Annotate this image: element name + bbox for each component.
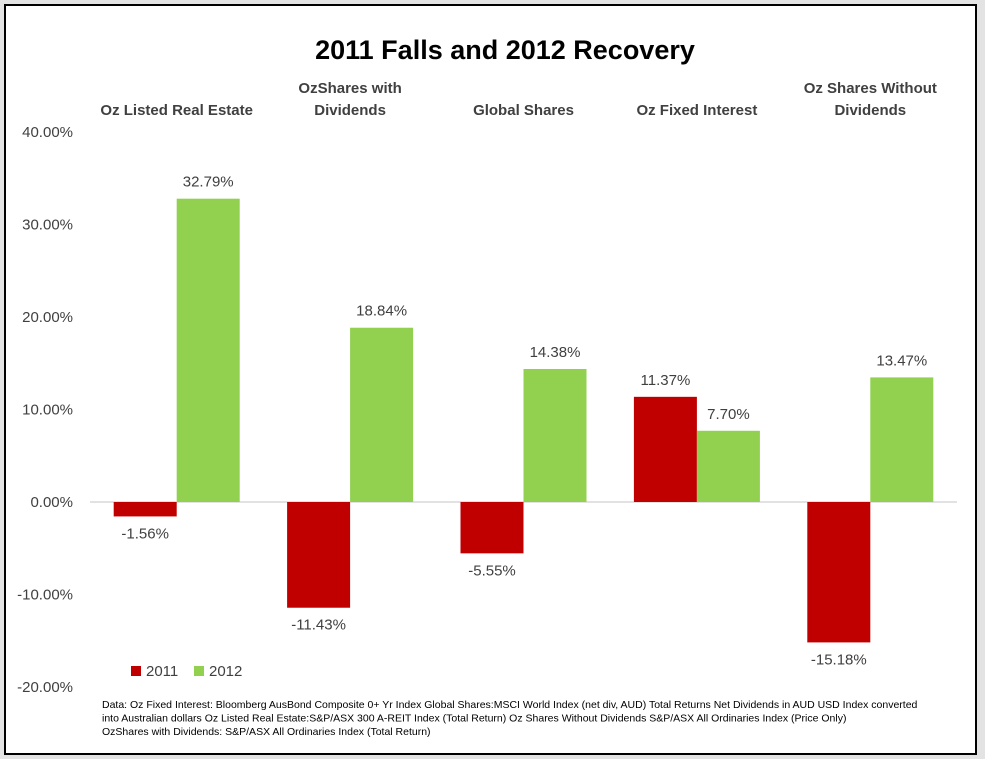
category-labels: Oz Listed Real Estate OzShares with Divide… bbox=[100, 80, 936, 119]
y-tick-label: 0.00% bbox=[30, 494, 73, 511]
chart-title: 2011 Falls and 2012 Recovery bbox=[315, 35, 695, 65]
legend-swatch bbox=[194, 666, 204, 676]
bar-2012-2[interactable] bbox=[523, 368, 587, 502]
y-tick-label: 40.00% bbox=[22, 124, 73, 141]
bar-2012-1[interactable] bbox=[350, 327, 414, 502]
footnote-line: Data: Oz Fixed Interest: Bloomberg AusBo… bbox=[102, 699, 918, 711]
footnote-line: OzShares with Dividends: S&P/ASX All Ord… bbox=[102, 726, 431, 738]
data-label: 7.70% bbox=[707, 406, 750, 423]
bar-2011-1[interactable] bbox=[287, 502, 351, 608]
data-label: 14.38% bbox=[530, 344, 581, 361]
bar-2012-3[interactable] bbox=[696, 430, 760, 502]
bar-marks bbox=[113, 198, 934, 643]
legend[interactable]: 2011 2012 bbox=[131, 663, 242, 680]
bar-2011-3[interactable] bbox=[633, 396, 697, 502]
category-label: Oz Listed Real Estate bbox=[100, 102, 253, 119]
legend-label: 2012 bbox=[209, 663, 242, 680]
data-label: -1.56% bbox=[121, 525, 169, 542]
data-label: 32.79% bbox=[183, 174, 234, 191]
category-label: Oz Fixed Interest bbox=[636, 102, 757, 119]
legend-swatch bbox=[131, 666, 141, 676]
y-tick-label: -10.00% bbox=[17, 587, 73, 604]
data-label: -15.18% bbox=[811, 651, 867, 668]
footnote-line: into Australian dollars Oz Listed Real E… bbox=[102, 713, 846, 725]
y-axis-tick-labels: 40.00% 30.00% 20.00% 10.00% 0.00% -10.00% -20.… bbox=[17, 124, 73, 696]
data-label: -5.55% bbox=[468, 562, 516, 579]
y-tick-label: -20.00% bbox=[17, 679, 73, 696]
data-labels: -1.56% -11.43% -5.55% 11.37% -15.18% 32.79% 18… bbox=[121, 174, 927, 669]
category-label: OzShares with bbox=[298, 80, 401, 97]
y-tick-label: 30.00% bbox=[22, 217, 73, 234]
bar-2012-4[interactable] bbox=[870, 377, 934, 502]
data-source-note: Data: Oz Fixed Interest: Bloomberg AusBo… bbox=[102, 699, 918, 738]
category-label: Oz Shares Without bbox=[804, 80, 937, 97]
data-label: -11.43% bbox=[291, 617, 346, 634]
bar-2011-0[interactable] bbox=[113, 502, 177, 517]
y-tick-label: 20.00% bbox=[22, 309, 73, 326]
category-label: Global Shares bbox=[473, 102, 574, 119]
category-label: Dividends bbox=[314, 102, 386, 119]
bar-2011-4[interactable] bbox=[807, 502, 871, 643]
category-label: Dividends bbox=[834, 102, 906, 119]
data-label: 18.84% bbox=[356, 303, 407, 320]
y-tick-label: 10.00% bbox=[22, 402, 73, 419]
bar-2012-0[interactable] bbox=[176, 198, 240, 502]
legend-label: 2011 bbox=[146, 663, 178, 680]
data-label: 13.47% bbox=[876, 352, 927, 369]
bar-2011-2[interactable] bbox=[460, 502, 524, 554]
data-label: 11.37% bbox=[641, 372, 691, 389]
